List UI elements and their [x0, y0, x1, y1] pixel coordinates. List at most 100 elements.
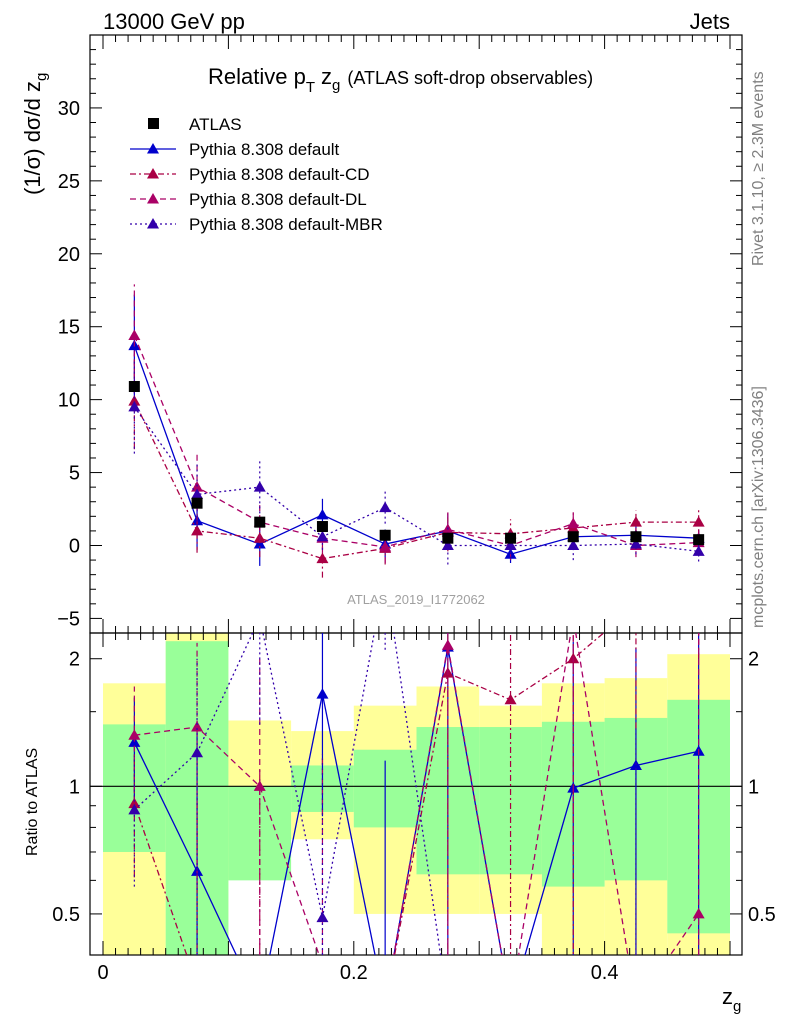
atlas-point	[505, 532, 517, 544]
data-point	[379, 540, 392, 552]
text-layer: 13000 GeV pp Jets Relative pT zg (ATLAS so…	[20, 9, 767, 1015]
ratio-point	[316, 688, 329, 699]
lower-ytick-label-right: 1	[748, 776, 759, 798]
ratio-point	[253, 780, 266, 791]
legend-label: Pythia 8.308 default-MBR	[189, 215, 383, 234]
legend: ATLAS Pythia 8.308 default Pythia 8.308 de…	[130, 115, 383, 234]
upper-ylabel-sub: g	[33, 73, 50, 81]
lower-y-axis-label: Ratio to ATLAS	[24, 748, 41, 856]
ratio-line	[134, 633, 700, 955]
atlas-point	[191, 497, 203, 509]
legend-label: Pythia 8.308 default-CD	[189, 165, 370, 184]
atlas-point	[630, 531, 642, 543]
upper-ytick-label: 30	[58, 98, 80, 120]
atlas-point	[128, 381, 140, 393]
upper-ytick-label: 0	[69, 535, 80, 557]
lower-ytick-label: 0.5	[52, 904, 80, 926]
mcplots-label: mcplots.cern.ch [arXiv:1306.3436]	[750, 386, 767, 628]
legend-marker	[147, 218, 159, 229]
data-point	[191, 488, 204, 499]
data-point	[567, 539, 580, 550]
data-point	[441, 539, 454, 550]
series-2-upper	[128, 284, 705, 563]
ratio-point	[191, 721, 204, 732]
atlas-point	[567, 531, 579, 543]
ratio-point	[128, 803, 141, 815]
analysis-id: ATLAS_2019_I1772062	[347, 592, 485, 607]
data-point	[316, 508, 329, 520]
lower-series	[128, 633, 705, 955]
plot-title: Relative pT zg (ATLAS soft-drop observable…	[208, 64, 593, 96]
atlas-point	[379, 529, 391, 541]
upper-series	[128, 284, 705, 578]
ratio-point	[128, 797, 141, 809]
data-point	[253, 481, 266, 492]
legend-marker	[147, 143, 159, 154]
series-line	[133, 406, 699, 552]
legend-marker	[147, 168, 159, 179]
data-point	[191, 524, 204, 536]
jets-label: Jets	[690, 9, 730, 34]
data-point	[567, 517, 580, 529]
legend-label: Pythia 8.308 default-DL	[189, 190, 367, 209]
upper-ytick-label: −5	[57, 608, 80, 630]
ratio-point	[504, 693, 517, 705]
ratio-point	[128, 729, 141, 740]
atlas-point	[316, 521, 328, 533]
series-line	[133, 345, 699, 555]
data-point	[128, 395, 141, 406]
x-tick-label: 0	[97, 962, 108, 984]
data-point	[692, 516, 705, 527]
legend-label: ATLAS	[189, 115, 242, 134]
ratio-point	[316, 911, 329, 923]
data-point	[128, 400, 141, 412]
data-point	[316, 552, 329, 564]
energy-label: 13000 GeV pp	[103, 9, 245, 34]
legend-label: Pythia 8.308 default	[189, 140, 340, 159]
upper-y-axis-label: (1/σ) dσ/d zg	[20, 73, 50, 195]
series-layer	[128, 284, 705, 955]
title-z: z	[321, 64, 332, 89]
title-sub-g: g	[332, 77, 340, 94]
series-3-ratio	[128, 633, 637, 955]
data-point	[128, 329, 141, 340]
upper-ytick-label: 20	[58, 244, 80, 266]
title-sub-t: T	[306, 79, 315, 96]
data-point	[379, 501, 392, 513]
x-tick-label: 0.4	[591, 962, 619, 984]
data-point	[253, 538, 266, 549]
ratio-point	[441, 639, 454, 650]
data-point	[629, 516, 642, 527]
upper-ylabel-main: (1/σ) dσ/d z	[20, 81, 45, 195]
x-axis-label: zg	[722, 984, 741, 1015]
data-point	[629, 538, 642, 549]
title-paren: (ATLAS soft-drop observables)	[347, 68, 593, 88]
ratio-point	[692, 907, 705, 919]
lower-ytick-label: 1	[69, 776, 80, 798]
ratio-line	[133, 633, 605, 955]
x-tick-label: 0.2	[340, 962, 368, 984]
lower-ytick-label: 2	[69, 649, 80, 671]
atlas-point	[693, 534, 705, 546]
xlabel-sub: g	[733, 998, 741, 1015]
legend-atlas-marker	[148, 118, 159, 129]
xlabel-main: z	[722, 984, 733, 1009]
atlas-points	[128, 381, 705, 546]
series-line	[133, 400, 699, 560]
upper-ytick-label: 25	[58, 171, 80, 193]
rivet-label: Rivet 3.1.10, ≥ 2.3M events	[750, 71, 767, 266]
upper-ytick-label: 15	[58, 317, 80, 339]
lower-ytick-label-right: 0.5	[748, 904, 776, 926]
legend-marker	[147, 193, 159, 204]
series-3-upper	[128, 360, 705, 565]
title-main: Relative p	[208, 64, 306, 89]
upper-ytick-label: 5	[69, 463, 80, 485]
series-0-upper	[128, 294, 705, 566]
upper-ytick-label: 10	[58, 390, 80, 412]
lower-ytick-label-right: 2	[748, 649, 759, 671]
atlas-point	[442, 532, 454, 544]
data-point	[692, 545, 705, 556]
series-1-upper	[128, 352, 705, 578]
